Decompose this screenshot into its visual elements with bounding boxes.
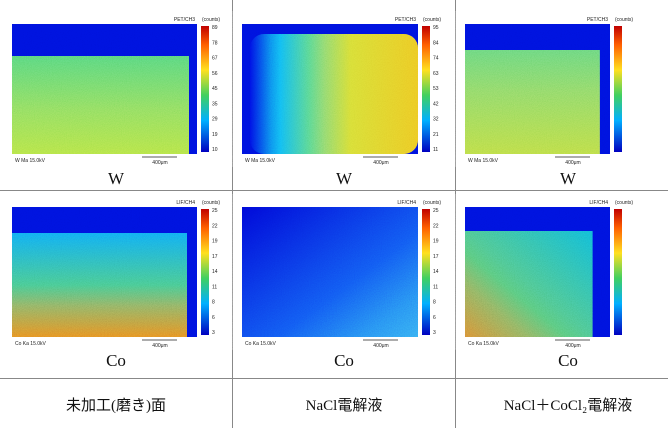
panel-header: LIF/CH4 bbox=[176, 200, 195, 206]
unit-label: (counts) bbox=[423, 200, 441, 206]
colorbar-tick: 22 bbox=[212, 223, 218, 229]
colorbar-tick: 17 bbox=[433, 254, 439, 260]
colorbar-tick: 11 bbox=[433, 147, 438, 153]
footer-label: Co Ka 15.0kV bbox=[15, 341, 47, 347]
footer-label: W Ma 15.0kV bbox=[245, 158, 276, 164]
epma-panel: PET/CH3 (counts) 89 78 67 56 45 35 29 19 10 W Ma 15… bbox=[12, 17, 220, 188]
colorbar-tick: 78 bbox=[212, 40, 218, 46]
colorbar-tick: 89 bbox=[212, 25, 218, 31]
colorbar-tick: 21 bbox=[433, 132, 439, 138]
epma-panel: LIF/CH4 (counts) Co Ka 15.0kV 400μm Co bbox=[465, 200, 633, 370]
element-label: W bbox=[108, 169, 125, 188]
colorbar-tick: 19 bbox=[212, 239, 218, 245]
caption: 未加工(磨き)面 bbox=[66, 397, 166, 414]
footer-label: Co Ka 15.0kV bbox=[245, 341, 277, 347]
colorbar-tick: 45 bbox=[212, 86, 218, 92]
noise bbox=[465, 24, 610, 154]
colorbar-tick: 17 bbox=[212, 254, 218, 260]
colorbar-tick: 25 bbox=[433, 208, 439, 214]
caption: NaCl電解液 bbox=[306, 397, 383, 414]
element-label: W bbox=[336, 169, 353, 188]
panel-header: LIF/CH4 bbox=[397, 200, 416, 206]
colorbar-tick: 25 bbox=[212, 208, 218, 214]
unit-label: (counts) bbox=[202, 200, 220, 206]
colorbar bbox=[201, 209, 209, 335]
colorbar-tick: 19 bbox=[433, 239, 439, 245]
epma-panel: PET/CH3 (counts) 95 84 74 63 53 42 32 21 11 W Ma 15… bbox=[242, 17, 441, 188]
scale-label: 400μm bbox=[565, 343, 580, 349]
colorbar-tick: 8 bbox=[433, 300, 436, 306]
colorbar-tick: 19 bbox=[212, 132, 218, 138]
element-label: W bbox=[560, 169, 577, 188]
colorbar-tick: 14 bbox=[212, 269, 218, 275]
colorbar-tick: 22 bbox=[433, 223, 439, 229]
element-label: Co bbox=[106, 351, 126, 370]
scale-label: 400μm bbox=[373, 160, 388, 166]
scale-label: 400μm bbox=[152, 343, 167, 349]
colorbar-tick: 67 bbox=[212, 56, 218, 62]
colorbar-tick: 95 bbox=[433, 25, 439, 31]
colorbar-tick: 84 bbox=[433, 40, 439, 46]
unit-label: (counts) bbox=[202, 17, 220, 23]
noise bbox=[12, 24, 197, 154]
panel-header: PET/CH3 bbox=[174, 17, 195, 23]
colorbar-tick: 8 bbox=[212, 300, 215, 306]
panel-header: LIF/CH4 bbox=[589, 200, 608, 206]
unit-label: (counts) bbox=[615, 200, 633, 206]
colorbar-tick: 3 bbox=[212, 330, 215, 336]
colorbar bbox=[614, 26, 622, 152]
noise bbox=[465, 207, 610, 337]
footer-label: Co Ka 15.0kV bbox=[468, 341, 500, 347]
epma-panel: PET/CH3 (counts) W Ma 15.0kV 400μm W bbox=[465, 17, 633, 188]
colorbar bbox=[201, 26, 209, 152]
noise bbox=[12, 207, 197, 337]
scale-label: 400μm bbox=[565, 160, 580, 166]
colorbar-tick: 56 bbox=[212, 71, 218, 77]
colorbar bbox=[614, 209, 622, 335]
epma-panel: LIF/CH4 (counts) 25 22 19 17 14 11 8 6 3 Co Ka 15.0… bbox=[242, 200, 441, 370]
noise bbox=[242, 24, 418, 154]
scale-label: 400μm bbox=[373, 343, 388, 349]
element-label: Co bbox=[558, 351, 578, 370]
caption: NaCl＋CoCl₂電解液 bbox=[504, 397, 633, 414]
colorbar-tick: 3 bbox=[433, 330, 436, 336]
unit-label: (counts) bbox=[615, 17, 633, 23]
colorbar-tick: 35 bbox=[212, 101, 218, 107]
colorbar-tick: 6 bbox=[433, 315, 436, 321]
colorbar-tick: 6 bbox=[212, 315, 215, 321]
panel-header: PET/CH3 bbox=[395, 17, 416, 23]
colorbar-tick: 10 bbox=[212, 147, 218, 153]
footer-label: W Ma 15.0kV bbox=[468, 158, 499, 164]
colorbar-tick: 14 bbox=[433, 269, 439, 275]
footer-label: W Ma 15.0kV bbox=[15, 158, 46, 164]
colorbar-tick: 42 bbox=[433, 101, 439, 107]
epma-panel: LIF/CH4 (counts) 25 22 19 17 14 11 8 6 3 Co Ka 15.0… bbox=[12, 200, 220, 370]
colorbar-tick: 63 bbox=[433, 71, 439, 77]
element-label: Co bbox=[334, 351, 354, 370]
noise bbox=[242, 207, 418, 337]
colorbar-tick: 74 bbox=[433, 56, 439, 62]
colorbar-tick: 53 bbox=[433, 86, 439, 92]
colorbar bbox=[422, 26, 430, 152]
unit-label: (counts) bbox=[423, 17, 441, 23]
scale-label: 400μm bbox=[152, 160, 167, 166]
panel-header: PET/CH3 bbox=[587, 17, 608, 23]
colorbar-tick: 32 bbox=[433, 117, 439, 123]
colorbar-tick: 11 bbox=[433, 284, 438, 290]
colorbar-tick: 11 bbox=[212, 284, 217, 290]
colorbar-tick: 29 bbox=[212, 117, 218, 123]
colorbar bbox=[422, 209, 430, 335]
